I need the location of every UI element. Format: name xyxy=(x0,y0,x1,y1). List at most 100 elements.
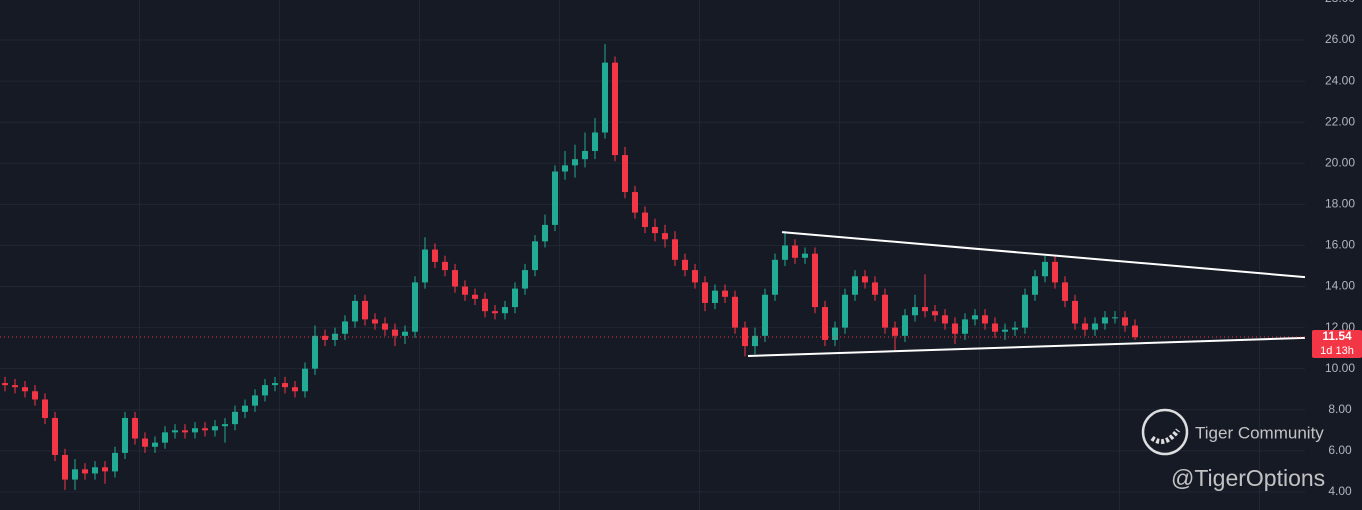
candle-body xyxy=(452,270,458,287)
vertical-grid xyxy=(0,0,1305,510)
candle-body xyxy=(762,294,768,336)
candle-body xyxy=(782,245,788,260)
candle-body xyxy=(182,430,188,433)
candle-body xyxy=(112,452,118,472)
candle-body xyxy=(952,323,958,334)
candle-body xyxy=(642,212,648,227)
candle-body xyxy=(2,383,8,386)
candle-body xyxy=(672,239,678,260)
candle-body xyxy=(902,315,908,336)
candle-body xyxy=(282,383,288,388)
candle-body xyxy=(602,62,608,133)
candle-body xyxy=(432,249,438,262)
candle-body xyxy=(552,171,558,225)
candle-body xyxy=(972,315,978,320)
candle-body xyxy=(1122,317,1128,326)
candle-body xyxy=(392,329,398,336)
y-tick-label: 26.00 xyxy=(1325,32,1355,46)
watermark-handle: @TigerOptions xyxy=(1171,465,1325,491)
y-tick-label: 18.00 xyxy=(1325,197,1355,211)
y-tick-label: 16.00 xyxy=(1325,238,1355,252)
candle-body xyxy=(222,424,228,427)
candle-body xyxy=(732,296,738,328)
candle-body xyxy=(1132,325,1138,338)
candle-body xyxy=(1102,317,1108,324)
candle-body xyxy=(62,454,68,480)
countdown-label: 1d 13h xyxy=(1320,345,1354,357)
candle-body xyxy=(442,261,448,271)
y-tick-label: 4.00 xyxy=(1328,484,1352,498)
candle-body xyxy=(382,323,388,330)
candle-body xyxy=(502,307,508,314)
candle-body xyxy=(332,333,338,340)
trendline xyxy=(781,231,1306,279)
candle-body xyxy=(542,224,548,242)
plot xyxy=(0,39,1306,493)
candle-body xyxy=(842,294,848,328)
candle-body xyxy=(1032,276,1038,295)
candle-body xyxy=(802,253,808,258)
candle-body xyxy=(942,315,948,324)
candle-body xyxy=(932,311,938,316)
candle-body xyxy=(1022,294,1028,328)
candle-body xyxy=(852,276,858,295)
candle-body xyxy=(532,241,538,271)
candle-body xyxy=(562,165,568,172)
candle-body xyxy=(472,294,478,299)
candle-body xyxy=(132,417,138,439)
candle-body xyxy=(812,253,818,308)
candle-body xyxy=(1012,327,1018,330)
candle-body xyxy=(202,428,208,431)
candle-body xyxy=(142,438,148,447)
candle-body xyxy=(72,469,78,480)
candle-body xyxy=(122,417,128,453)
candle-body xyxy=(522,270,528,289)
candle-body xyxy=(102,467,108,472)
candle-body xyxy=(352,300,358,322)
candle-body xyxy=(482,298,488,312)
candle-body xyxy=(1002,329,1008,332)
candle-body xyxy=(922,307,928,312)
y-tick-label: 10.00 xyxy=(1325,361,1355,375)
candle-body xyxy=(1042,261,1048,277)
candle-body xyxy=(622,155,628,193)
candle-body xyxy=(302,368,308,392)
candle-body xyxy=(192,428,198,433)
candle-body xyxy=(582,150,588,160)
candle-body xyxy=(912,307,918,316)
y-tick-label: 14.00 xyxy=(1325,279,1355,293)
candle-body xyxy=(12,385,18,388)
watermark-brand: Tiger Community xyxy=(1195,423,1324,442)
candle-body xyxy=(712,290,718,303)
candle-body xyxy=(702,282,708,303)
y-tick-label: 22.00 xyxy=(1325,114,1355,128)
candle-body xyxy=(272,383,278,386)
candle-body xyxy=(872,282,878,295)
candle-body xyxy=(362,300,368,320)
candle-body xyxy=(292,387,298,392)
candle-body xyxy=(612,62,618,156)
candle-body xyxy=(1112,317,1118,319)
candle-body xyxy=(1092,323,1098,330)
candle-body xyxy=(1082,323,1088,330)
candle-body xyxy=(1072,300,1078,324)
y-tick-label: 20.00 xyxy=(1325,155,1355,169)
trendline xyxy=(747,336,1306,357)
candle-body xyxy=(412,282,418,332)
candle-body xyxy=(322,335,328,340)
last-price-box xyxy=(1312,330,1362,359)
y-tick-label: 28.00 xyxy=(1325,0,1355,5)
last-price-label: 11.54 xyxy=(1322,329,1352,343)
y-tick-label: 24.00 xyxy=(1325,73,1355,87)
candle-body xyxy=(402,331,408,336)
candle-body xyxy=(172,430,178,433)
y-tick-label: 6.00 xyxy=(1328,443,1352,457)
watermark-logo xyxy=(1141,408,1189,456)
candle-body xyxy=(992,323,998,332)
candle-body xyxy=(212,426,218,431)
candle-body xyxy=(692,270,698,283)
candle-body xyxy=(772,259,778,295)
candle-body xyxy=(652,226,658,234)
candle-body xyxy=(682,259,688,271)
